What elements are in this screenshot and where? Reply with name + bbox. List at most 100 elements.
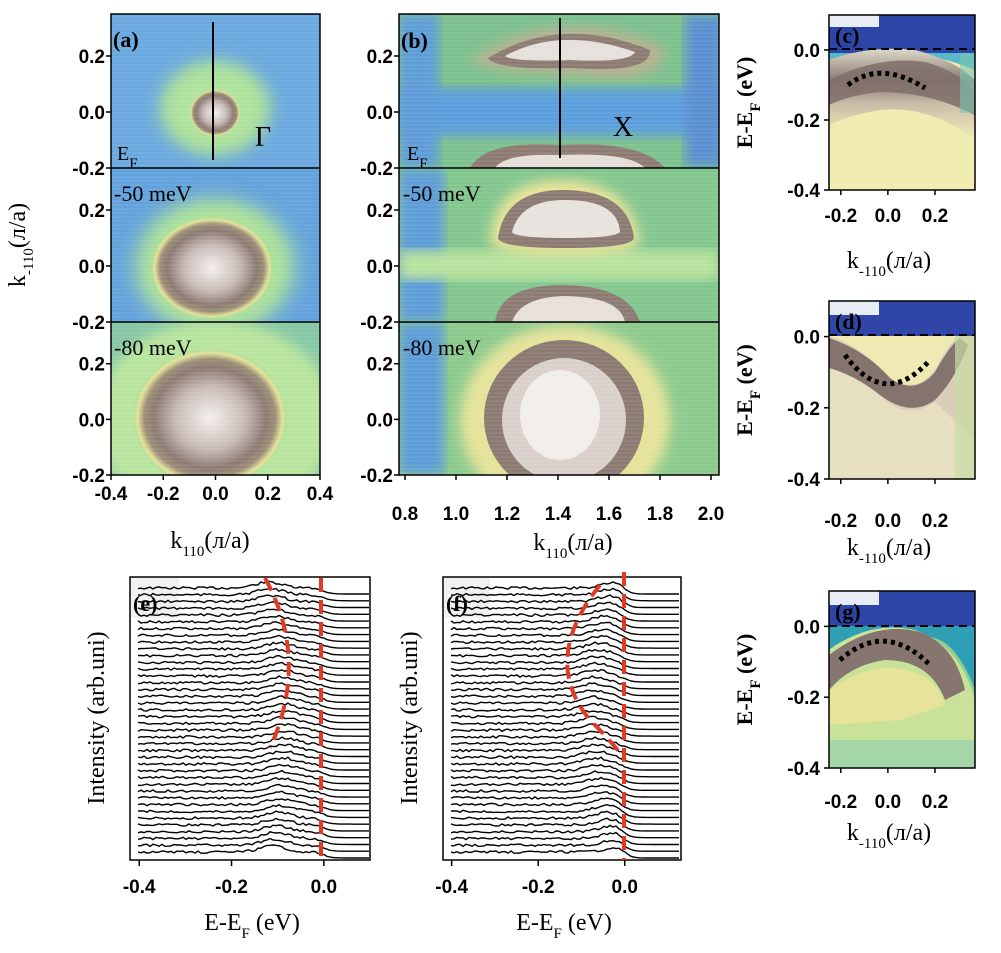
edc-curve-f: [450, 784, 679, 798]
edc-curve-f: [450, 655, 679, 670]
edc-curve-e: [137, 695, 369, 710]
edc-curve-f: [450, 824, 679, 839]
panel-label-e: (e): [133, 591, 157, 616]
panel-f-frame: [442, 576, 682, 861]
ytick-a-1-0.0: 0.0: [79, 257, 105, 278]
sublabel-a-1: -50 meV: [114, 181, 192, 206]
edc-curve-f: [450, 594, 679, 609]
edc-curve-e: [137, 682, 369, 697]
edc-curve-e: [138, 803, 369, 819]
edc-curve-e: [138, 743, 369, 758]
ytick-g--0.4: -0.4: [787, 759, 820, 780]
xlabel-g: k-110(л/a): [847, 820, 931, 852]
edc-curve-e: [137, 769, 369, 785]
xtick-f-0.0: 0.0: [612, 877, 638, 898]
edc-curves-e: [137, 580, 369, 859]
edc-curves-f: [450, 581, 679, 859]
ylabel-f: Intensity (arb.uni): [397, 631, 423, 804]
xtick-c--0.2: -0.2: [824, 206, 857, 227]
xtick-b-0.8: 0.8: [392, 504, 418, 525]
edc-curve-f: [450, 770, 679, 785]
ytick-a-1-0.2: 0.2: [79, 201, 105, 222]
edc-curve-f: [450, 661, 679, 676]
sublabel-a-2: -80 meV: [114, 335, 192, 360]
edc-curve-f: [450, 621, 679, 636]
edc-curve-e: [137, 730, 369, 744]
edc-curve-e: [137, 654, 369, 670]
edc-curve-e: [137, 594, 369, 609]
ytick-b-2--0.2: -0.2: [360, 466, 393, 487]
ytick-d--0.2: -0.2: [787, 399, 820, 420]
panel-label-f: (f): [446, 591, 468, 616]
ytick-b-1--0.2: -0.2: [360, 313, 393, 334]
ytick-b-1-0.2: 0.2: [367, 201, 393, 222]
xtick-a--0.2: -0.2: [147, 484, 180, 505]
dispersion-red-f: [565, 583, 627, 762]
edc-curve-e: [137, 810, 369, 825]
xtick-a-0.0: 0.0: [202, 484, 228, 505]
edc-curve-f: [450, 817, 679, 832]
edc-curve-e: [137, 844, 369, 859]
edc-curve-f: [450, 756, 679, 771]
edc-curve-f: [450, 715, 679, 731]
xtick-g-0.0: 0.0: [875, 792, 901, 813]
xtick-e--0.4: -0.4: [123, 877, 156, 898]
ytick-a-2--0.2: -0.2: [72, 466, 105, 487]
edc-curve-e: [137, 783, 369, 798]
edc-curve-e: [138, 647, 369, 663]
edc-curve-e: [137, 763, 369, 778]
xtick-b-1.2: 1.2: [494, 504, 520, 525]
ylabel-e: Intensity (arb.uni): [84, 631, 110, 804]
edc-curve-e: [137, 750, 369, 764]
edc-curve-f: [450, 675, 679, 690]
sublabel-a-0: EF: [117, 143, 138, 172]
edc-curve-e: [137, 641, 369, 656]
xtick-d-0.0: 0.0: [875, 511, 901, 532]
ytick-d--0.4: -0.4: [787, 470, 820, 491]
ylabel-a: k-110(л/a): [5, 203, 37, 287]
edc-curve-e: [137, 608, 369, 622]
edc-curve-f: [450, 839, 679, 852]
sublabel-b-1: -50 meV: [403, 181, 481, 206]
xtick-d-0.2: 0.2: [922, 511, 948, 532]
edc-curve-f: [450, 581, 679, 595]
edc-curve-e: [137, 824, 369, 839]
edc-curve-e: [137, 837, 369, 852]
xtick-f--0.2: -0.2: [522, 877, 555, 898]
xtick-c-0.2: 0.2: [922, 206, 948, 227]
edc-curve-f: [451, 803, 679, 819]
edc-curve-f: [450, 682, 679, 697]
ytick-a-1--0.2: -0.2: [72, 313, 105, 334]
panel-label-d: (d): [835, 309, 862, 334]
edc-curve-f: [450, 709, 679, 724]
edc-curve-e: [137, 702, 369, 717]
edc-curve-f: [451, 743, 679, 758]
sublabel-b-2: -80 meV: [403, 335, 481, 360]
xtick-b-1.6: 1.6: [596, 504, 622, 525]
ytick-b-1-0.0: 0.0: [367, 257, 393, 278]
edc-curve-e: [137, 831, 369, 846]
panel-label-g: (g): [835, 599, 861, 624]
xtick-b-1.0: 1.0: [443, 504, 469, 525]
xtick-a-0.4: 0.4: [307, 484, 334, 505]
ytick-b-0-0.2: 0.2: [367, 47, 393, 68]
ytick-a-0-0.2: 0.2: [79, 47, 105, 68]
edc-curve-f: [450, 689, 679, 703]
edc-curve-f: [450, 797, 679, 812]
edc-curve-f: [450, 587, 679, 602]
xtick-a--0.4: -0.4: [95, 484, 128, 505]
edc-curve-f: [450, 791, 679, 805]
xlabel-b: k110(л/a): [533, 530, 612, 562]
band-dots-d: [842, 353, 932, 387]
point-label-x: X: [613, 112, 633, 143]
panel-b-heatmap: [398, 13, 720, 476]
edc-curve-e: [137, 790, 369, 805]
ytick-c--0.2: -0.2: [787, 111, 820, 132]
edc-curve-e: [137, 689, 369, 703]
point-label-gamma: Γ: [255, 122, 271, 153]
sublabel-b-0: EF: [407, 143, 428, 172]
xtick-a-0.2: 0.2: [255, 484, 281, 505]
panel-e-frame: [129, 576, 371, 861]
edc-curve-e: [137, 634, 369, 649]
edc-curve-e: [137, 587, 369, 602]
